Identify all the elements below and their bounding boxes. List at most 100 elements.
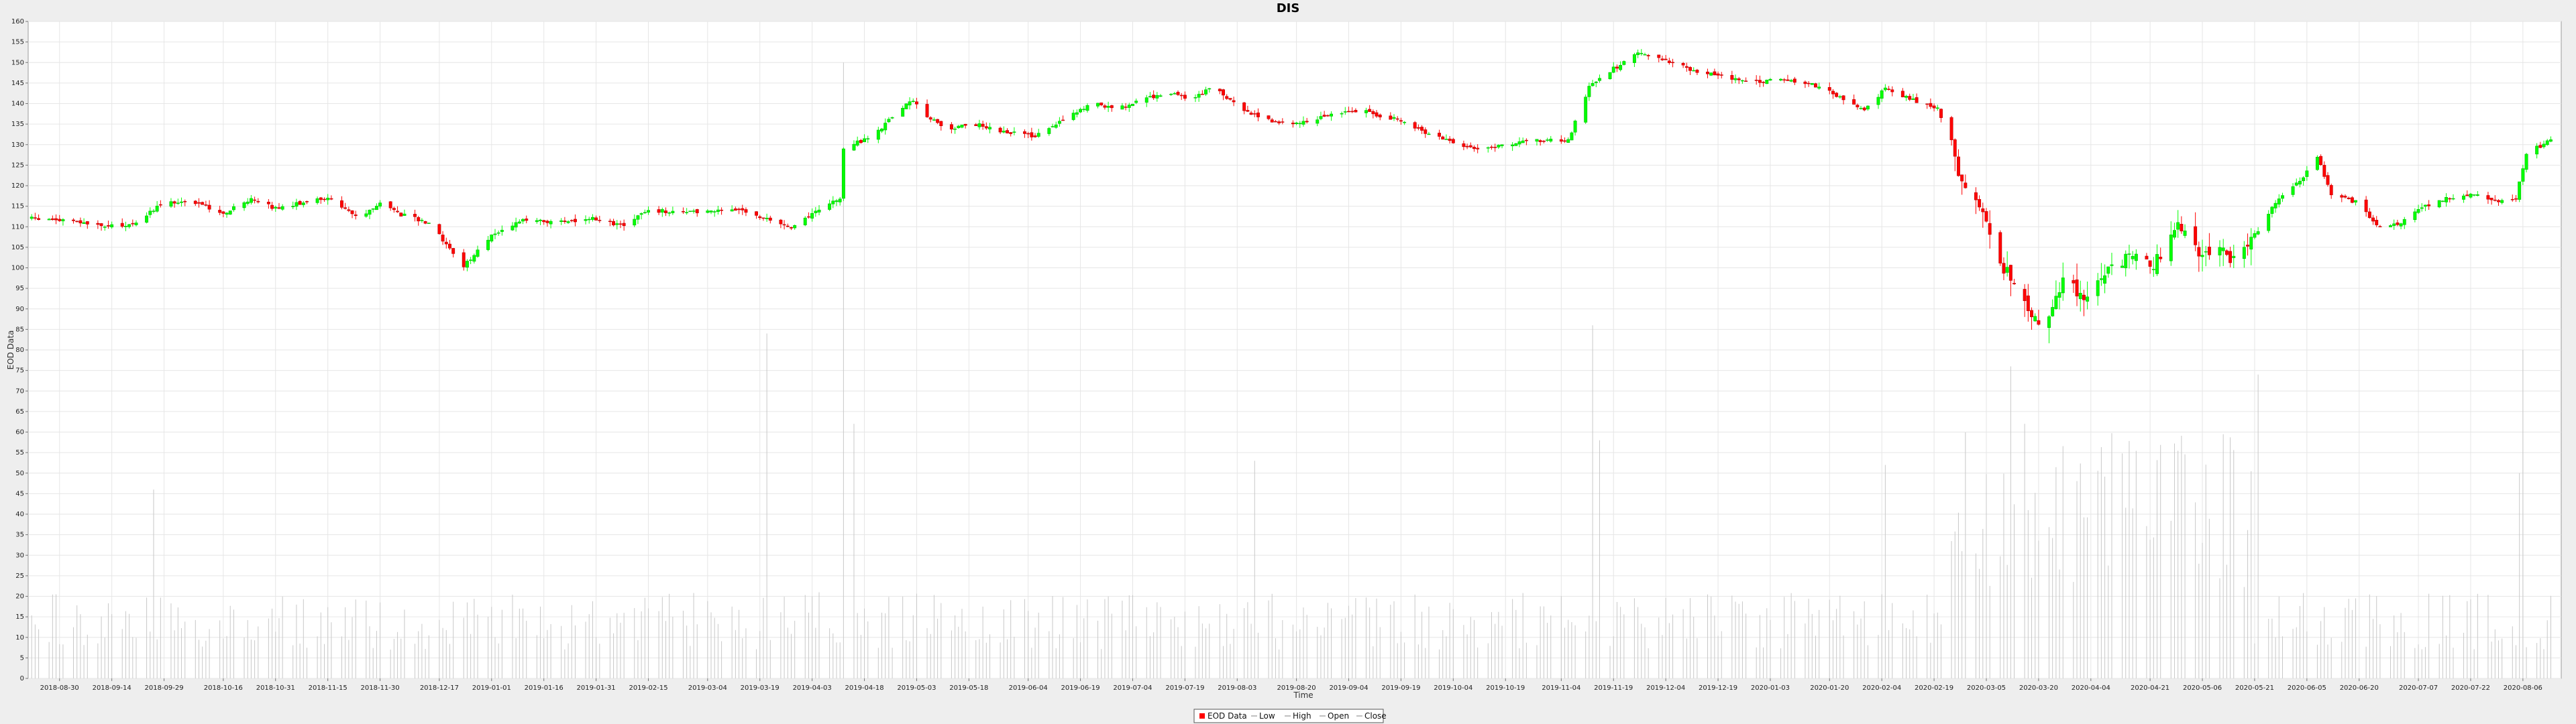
candle-body bbox=[768, 217, 772, 221]
candle-body bbox=[2106, 266, 2110, 274]
candle-body bbox=[1249, 113, 1253, 115]
candle-body bbox=[1786, 79, 1790, 81]
x-tick-label: 2020-04-04 bbox=[2072, 684, 2110, 692]
candle-body bbox=[1079, 109, 1083, 113]
candle-body bbox=[1827, 87, 1831, 91]
candle-body bbox=[974, 124, 978, 126]
candle-body bbox=[399, 213, 403, 217]
candle-body bbox=[744, 209, 748, 213]
y-tick-label: 10 bbox=[15, 634, 24, 642]
candle-body bbox=[2294, 182, 2298, 186]
candle-body bbox=[1305, 121, 1309, 123]
candle-body bbox=[2197, 247, 2201, 257]
y-tick-label: 15 bbox=[15, 613, 24, 621]
candle-body bbox=[2524, 154, 2528, 170]
y-tick-label: 60 bbox=[15, 429, 24, 436]
candle-body bbox=[706, 210, 710, 213]
candle-body bbox=[1524, 139, 1528, 141]
candle-body bbox=[817, 209, 821, 213]
x-tick-label: 2019-05-18 bbox=[949, 684, 988, 692]
candle-body bbox=[2281, 195, 2284, 199]
candle-body bbox=[1301, 121, 1305, 125]
candle-body bbox=[1096, 103, 1099, 107]
candle-body bbox=[1330, 113, 1333, 117]
x-tick-label: 2019-06-19 bbox=[1061, 684, 1100, 692]
candle-body bbox=[2302, 177, 2306, 182]
candle-body bbox=[852, 143, 856, 151]
candle-body bbox=[1688, 67, 1692, 71]
candle-body bbox=[2392, 223, 2396, 226]
legend-swatch bbox=[1199, 713, 1205, 719]
candle-body bbox=[803, 217, 807, 225]
candle-body bbox=[82, 222, 86, 224]
candle-body bbox=[1636, 52, 1640, 56]
candle-body bbox=[1876, 97, 1880, 105]
candle-body bbox=[539, 219, 542, 221]
x-tick-label: 2020-03-05 bbox=[1967, 684, 2006, 692]
candle-body bbox=[1389, 115, 1393, 120]
x-tick-label: 2018-10-16 bbox=[204, 684, 243, 692]
candle-body bbox=[876, 129, 880, 140]
candle-body bbox=[855, 140, 859, 146]
x-tick-label: 2018-09-29 bbox=[145, 684, 184, 692]
candle-body bbox=[134, 223, 138, 225]
candle-body bbox=[1012, 131, 1016, 133]
candle-body bbox=[1468, 145, 1472, 147]
candle-body bbox=[1127, 105, 1131, 108]
candle-body bbox=[2242, 247, 2246, 259]
candle-body bbox=[1497, 145, 1501, 147]
candle-body bbox=[2518, 181, 2522, 200]
candle-body bbox=[448, 243, 451, 249]
candle-body bbox=[2176, 222, 2180, 230]
candle-body bbox=[148, 210, 152, 215]
candle-body bbox=[2340, 195, 2344, 198]
x-tick-label: 2018-12-17 bbox=[420, 684, 459, 692]
y-tick-label: 110 bbox=[11, 223, 24, 231]
candle-body bbox=[201, 202, 205, 205]
candle-body bbox=[193, 200, 197, 204]
candle-body bbox=[417, 217, 421, 222]
candle-body bbox=[709, 210, 713, 213]
candle-body bbox=[2350, 197, 2354, 203]
candle-body bbox=[633, 219, 637, 226]
candle-body bbox=[1768, 78, 1772, 81]
candle-body bbox=[883, 123, 888, 131]
candle-body bbox=[2099, 278, 2103, 280]
candle-body bbox=[984, 126, 988, 129]
candle-body bbox=[1713, 71, 1717, 76]
candle-body bbox=[493, 233, 497, 235]
candle-body bbox=[1953, 139, 1957, 157]
legend: EOD Data Low High Open Close bbox=[1193, 709, 1387, 723]
candle-body bbox=[1197, 94, 1201, 98]
candle-body bbox=[730, 209, 734, 212]
x-tick-label: 2020-03-20 bbox=[2019, 684, 2058, 692]
candle-body bbox=[1535, 139, 1539, 142]
candle-body bbox=[1939, 109, 1943, 118]
candle-body bbox=[413, 214, 417, 217]
candle-body bbox=[1657, 54, 1661, 58]
candle-body bbox=[514, 222, 518, 228]
candle-body bbox=[1695, 70, 1699, 73]
candle-body bbox=[2545, 140, 2549, 145]
candle-body bbox=[1608, 72, 1612, 79]
candle-body bbox=[1009, 132, 1013, 134]
x-tick-label: 2020-02-19 bbox=[1915, 684, 1953, 692]
candle-body bbox=[2012, 283, 2017, 284]
candle-body bbox=[2413, 211, 2417, 220]
candle-body bbox=[2249, 237, 2253, 250]
candle-body bbox=[1322, 115, 1326, 117]
candle-body bbox=[963, 123, 967, 126]
candle-body bbox=[1671, 62, 1675, 64]
y-tick-label: 120 bbox=[11, 182, 24, 190]
y-tick-label: 100 bbox=[11, 265, 24, 272]
x-axis-label: Time bbox=[1293, 690, 1313, 700]
candle-body bbox=[2329, 185, 2333, 196]
candle-body bbox=[1960, 174, 1964, 182]
candle-body bbox=[1573, 121, 1577, 133]
candle-body bbox=[2221, 247, 2225, 251]
candle-body bbox=[1054, 124, 1058, 128]
candle-body bbox=[2427, 204, 2431, 206]
candle-body bbox=[2229, 251, 2233, 263]
x-tick-label: 2019-10-04 bbox=[1434, 684, 1472, 692]
candle-body bbox=[1368, 109, 1372, 112]
